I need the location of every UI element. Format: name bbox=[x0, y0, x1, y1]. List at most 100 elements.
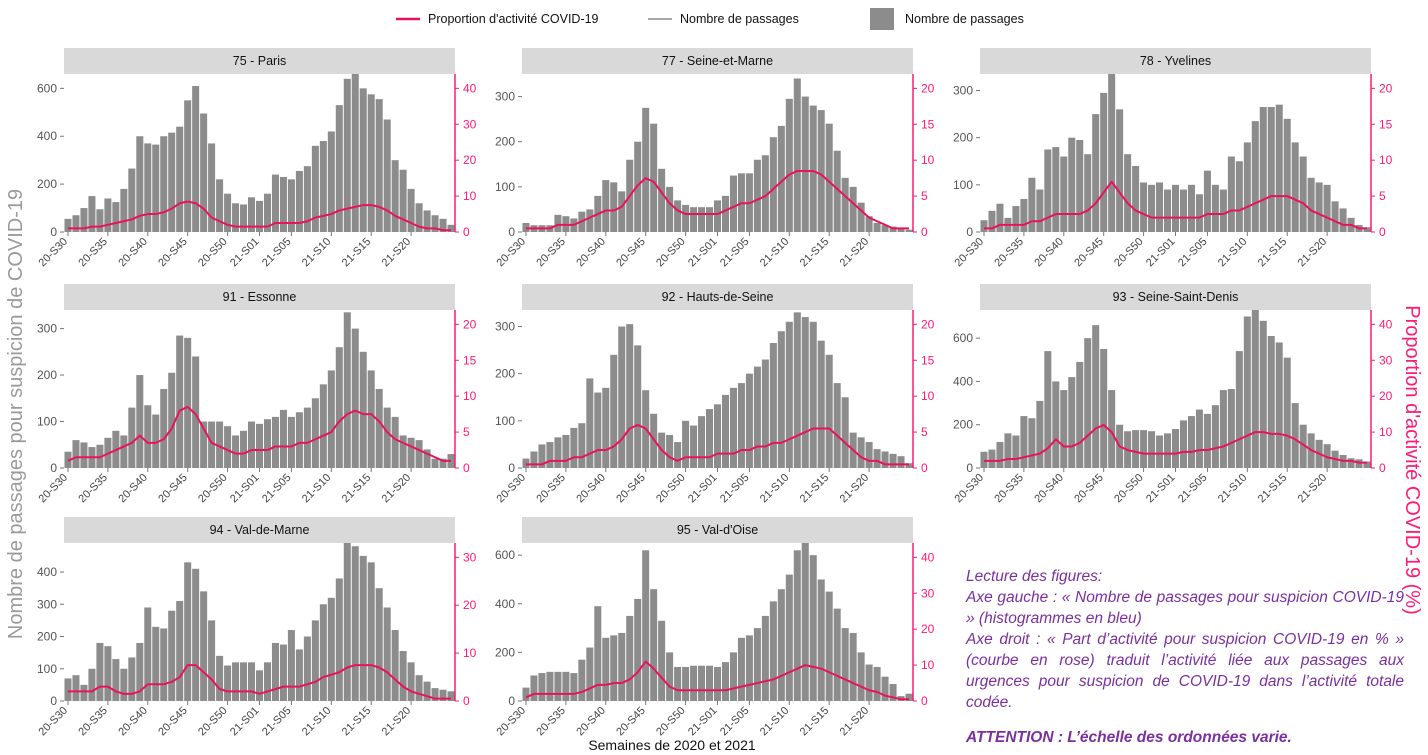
bar bbox=[682, 420, 690, 468]
x-tick-label: 20-S30 bbox=[495, 472, 529, 506]
bar bbox=[168, 610, 176, 701]
bar bbox=[1243, 142, 1251, 232]
bar bbox=[295, 170, 303, 232]
bar bbox=[240, 662, 248, 701]
panel-1: 75 - Paris 0 200 400 600 0 10 20 30 40 20-S30 20-S3… bbox=[37, 48, 477, 269]
legend-bar-swatch bbox=[870, 8, 894, 30]
bar bbox=[562, 671, 570, 701]
y-right-tick-label: 30 bbox=[1379, 353, 1393, 367]
bar bbox=[192, 568, 200, 701]
x-tick-label: 21-S20 bbox=[838, 236, 872, 270]
legend-line-label: Proportion d'activité COVID-19 bbox=[428, 12, 599, 26]
bar bbox=[1235, 161, 1243, 232]
notes-warning: ATTENTION : L’échelle des ordonnées vari… bbox=[966, 729, 1292, 746]
bar bbox=[1315, 182, 1323, 232]
x-tick-label: 21-S05 bbox=[718, 705, 752, 739]
notes-title: Lecture des figures: bbox=[966, 568, 1103, 585]
bar bbox=[1100, 92, 1108, 233]
bar bbox=[988, 210, 996, 232]
bar bbox=[248, 421, 256, 468]
bar bbox=[439, 689, 447, 701]
x-tick-label: 20-S30 bbox=[37, 236, 71, 270]
bar bbox=[905, 463, 913, 468]
bar bbox=[841, 177, 849, 232]
x-tick-label: 21-S15 bbox=[340, 236, 374, 270]
bar bbox=[391, 416, 399, 468]
bar bbox=[279, 409, 287, 468]
bar bbox=[144, 143, 152, 232]
bar bbox=[658, 168, 666, 232]
bar bbox=[1020, 416, 1028, 468]
y-right-tick-label: 40 bbox=[1379, 317, 1393, 331]
bar bbox=[248, 197, 256, 232]
bar bbox=[255, 670, 264, 701]
bar bbox=[240, 204, 248, 232]
y-left-tick-label: 200 bbox=[495, 367, 515, 381]
y-right-tick-label: 10 bbox=[463, 189, 477, 203]
bar bbox=[761, 155, 769, 232]
x-tick-label: 20-S50 bbox=[1112, 236, 1146, 270]
bar bbox=[873, 222, 881, 232]
proportion-line bbox=[67, 405, 452, 462]
bar bbox=[431, 215, 439, 232]
legend-bar-label: Nombre de passages bbox=[905, 12, 1024, 26]
bar bbox=[208, 620, 216, 701]
proportion-line bbox=[525, 660, 910, 701]
y-left-tick-label: 300 bbox=[495, 320, 515, 334]
bar bbox=[184, 337, 192, 468]
figure-notes: Lecture des figures: Axe gauche : « Nomb… bbox=[966, 566, 1404, 748]
y-left-tick-label: 100 bbox=[495, 414, 515, 428]
bar bbox=[120, 668, 128, 701]
bar bbox=[327, 131, 335, 232]
x-tick-label: 20-S40 bbox=[574, 236, 608, 270]
bar bbox=[1179, 420, 1187, 468]
x-tick-label: 20-S35 bbox=[534, 705, 568, 739]
bar bbox=[232, 435, 240, 468]
x-tick-label: 21-S10 bbox=[300, 472, 334, 506]
bar bbox=[618, 191, 626, 232]
bar bbox=[1116, 109, 1124, 232]
bar bbox=[602, 180, 610, 232]
y-right-tick-label: 0 bbox=[463, 694, 470, 708]
bar bbox=[554, 214, 562, 232]
bar bbox=[1235, 351, 1243, 468]
proportion-line bbox=[525, 423, 910, 466]
x-tick-label: 21-S20 bbox=[380, 705, 414, 739]
y-left-tick-label: 100 bbox=[37, 662, 57, 676]
y-left-tick-label: 600 bbox=[37, 81, 57, 95]
panel-6: 93 - Seine-Saint-Denis 0 200 400 600 0 10 20 30 4… bbox=[953, 284, 1393, 505]
bar bbox=[1323, 444, 1331, 468]
bar bbox=[1275, 342, 1283, 468]
bar bbox=[335, 578, 343, 701]
bar bbox=[642, 107, 650, 232]
y-left-tick-label: 300 bbox=[495, 90, 515, 104]
bar bbox=[144, 405, 152, 468]
bar bbox=[833, 150, 841, 232]
bar bbox=[980, 220, 988, 232]
bar bbox=[439, 458, 447, 468]
bar bbox=[729, 652, 737, 701]
x-tick-label: 21-S10 bbox=[1216, 236, 1250, 270]
bar bbox=[1251, 310, 1259, 468]
bar bbox=[729, 175, 737, 232]
bar bbox=[1060, 390, 1068, 468]
bar bbox=[825, 123, 833, 232]
y-left-tick-label: 200 bbox=[953, 131, 973, 145]
bar bbox=[737, 383, 745, 468]
panel-5: 92 - Hauts-de-Seine 0 100 200 300 0 5 10 15 20 20-… bbox=[495, 284, 935, 505]
bar bbox=[618, 326, 626, 468]
bar bbox=[327, 370, 335, 468]
bar bbox=[841, 397, 849, 468]
bar bbox=[833, 383, 841, 468]
bar bbox=[586, 647, 594, 701]
y-right-tick-label: 5 bbox=[1379, 189, 1386, 203]
y-right-tick-label: 0 bbox=[921, 225, 928, 239]
bar bbox=[120, 188, 128, 232]
bar bbox=[801, 543, 809, 701]
bar bbox=[1227, 389, 1235, 468]
bar bbox=[168, 372, 176, 468]
bar bbox=[546, 442, 554, 468]
panel-title: 92 - Hauts-de-Seine bbox=[662, 290, 774, 304]
bar bbox=[1187, 416, 1195, 468]
y-right-tick-label: 30 bbox=[921, 586, 935, 600]
